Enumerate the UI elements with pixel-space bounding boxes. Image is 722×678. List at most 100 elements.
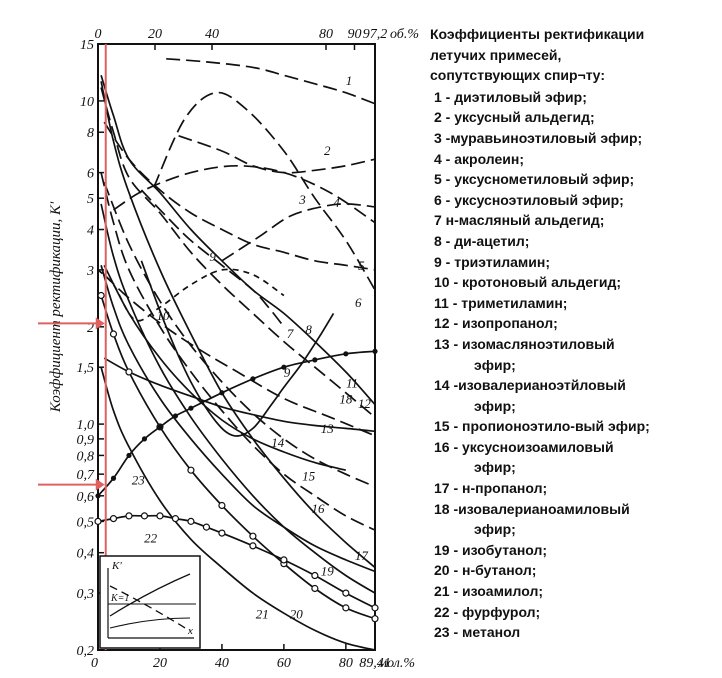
series-point-20 [342, 604, 350, 612]
legend-items: 1 - диэтиловый эфир; 2 - уксусный альдег… [430, 87, 715, 643]
series-line-5 [153, 91, 376, 291]
legend-item: 15 - пропионоэтило-вый эфир; [434, 418, 650, 435]
y-axis-label: Коэффициент ректификации, К' [48, 201, 64, 413]
legend-item: 4 - акролеин; [434, 150, 524, 167]
legend-item: 8 - ди-ацетил; [434, 232, 530, 249]
curve-label-12: 12 [358, 396, 372, 411]
curve-label-15: 15 [302, 468, 316, 483]
series-point-22 [280, 556, 288, 564]
inset-curve-flat [109, 617, 191, 629]
curve-label-10: 10 [157, 308, 171, 323]
legend-title-line: Коэффициенты ректификации [430, 26, 645, 42]
legend-item: 22 - фурфурол; [434, 603, 541, 620]
chart-markers [38, 44, 107, 650]
series-line-21 [100, 366, 376, 651]
y-tick-label: 0,2 [77, 644, 95, 659]
x-bottom-tick-label: 40 [215, 656, 229, 671]
inset-curve-down [109, 585, 191, 632]
y-tick-label: 15 [80, 38, 94, 53]
y-tick-label: 0,8 [77, 449, 95, 464]
series-point-20 [97, 291, 105, 300]
inset-y-label: K' [111, 560, 122, 572]
y-tick-label: 2 [87, 321, 94, 336]
series-line-1 [166, 57, 376, 105]
series-point-23 [281, 364, 287, 370]
legend-item: 10 - кротоновый альдегид; [434, 274, 622, 291]
series-point-22 [311, 571, 319, 580]
series-point-22 [125, 512, 133, 520]
legend-item: 13 - изомасляноэтиловый [434, 335, 615, 352]
legend-item: 16 - уксусноизоамиловый [434, 438, 614, 455]
series-line-18 [100, 81, 376, 569]
x-top-tick-label: 0 [95, 27, 102, 42]
series-line-12 [100, 87, 376, 418]
legend-item-continuation: эфир; [474, 521, 516, 538]
inset-x-label: x [187, 625, 193, 637]
series-point-23 [95, 493, 101, 499]
series-line-4 [221, 203, 376, 262]
legend-item: 20 - н-бутанол; [434, 562, 537, 579]
curve-label-9: 9 [284, 365, 291, 380]
series-point-23 [110, 475, 117, 481]
y-tick-label: 5 [87, 192, 94, 207]
x-bottom-tick-label: 89,41 [359, 656, 391, 671]
series-point-20 [125, 368, 133, 376]
series-point-23 [157, 424, 163, 430]
series-line-16 [100, 172, 376, 531]
legend-item: 23 - метанол [434, 624, 521, 641]
series-point-23 [343, 351, 349, 357]
series-point-20 [249, 532, 257, 540]
curve-label-19: 19 [321, 564, 335, 579]
legend-item: 7 н-масляный альдегид; [434, 212, 605, 229]
series-point-23 [141, 436, 148, 442]
series-point-23 [172, 413, 179, 419]
series-point-23 [126, 452, 132, 459]
marker-arrow-head [95, 478, 105, 491]
curve-label-5: 5 [358, 258, 365, 273]
series-line-3 [113, 164, 376, 224]
series-point-22 [187, 517, 195, 525]
x-top-tick-label: 40 [205, 27, 219, 42]
inset-curve-up [109, 573, 191, 617]
series-line-10 [103, 274, 376, 437]
series-point-23 [312, 357, 318, 363]
series-point-20 [311, 584, 319, 593]
y-tick-label: 0,9 [77, 433, 95, 448]
series-point-22 [218, 529, 226, 537]
legend-item: 1 - диэтиловый эфир; [434, 88, 587, 105]
curve-label-16: 16 [311, 501, 325, 516]
series-line-19 [100, 203, 376, 594]
legend-title-line: сопутствующих спир¬тy: [430, 67, 606, 84]
legend-title: Коэффициенты ректификации летучих примесе… [430, 24, 715, 86]
y-tick-label: 10 [80, 95, 94, 110]
series-point-23 [250, 376, 256, 382]
curve-label-23: 23 [132, 473, 146, 488]
series-point-22 [171, 515, 180, 523]
curve-label-8: 8 [305, 322, 312, 337]
curve-label-9: 9 [209, 249, 216, 264]
y-tick-label: 0,5 [77, 515, 95, 530]
legend-item: 6 - уксусноэтиловый эфир; [434, 191, 624, 208]
series-point-22 [371, 604, 379, 612]
series-point-22 [342, 589, 350, 597]
series-line-6 [103, 121, 376, 271]
curve-label-21: 21 [256, 607, 269, 622]
y-tick-label: 8 [87, 126, 94, 141]
series-line-8 [140, 189, 285, 328]
series-line-13 [103, 357, 376, 433]
legend-item: 12 - изопропанол; [434, 315, 558, 332]
legend-item: 21 - изоамилол; [434, 583, 543, 600]
series-point-20 [218, 501, 226, 510]
x-bottom-unit: мол.% [377, 656, 415, 671]
chart-axes: 15108654321,51,00,90,80,70,60,50,40,30,2… [48, 27, 419, 671]
chart-series [94, 57, 379, 651]
curve-label-7: 7 [287, 326, 294, 341]
y-tick-label: 0,7 [77, 468, 96, 483]
legend-item: 19 - изобутанол; [434, 541, 548, 558]
y-tick-label: 4 [87, 224, 94, 239]
y-tick-label: 0,3 [77, 587, 95, 602]
x-bottom-tick-label: 80 [339, 656, 353, 671]
x-top-tick-label: 20 [148, 27, 162, 42]
x-top-unit: об.% [390, 27, 419, 42]
